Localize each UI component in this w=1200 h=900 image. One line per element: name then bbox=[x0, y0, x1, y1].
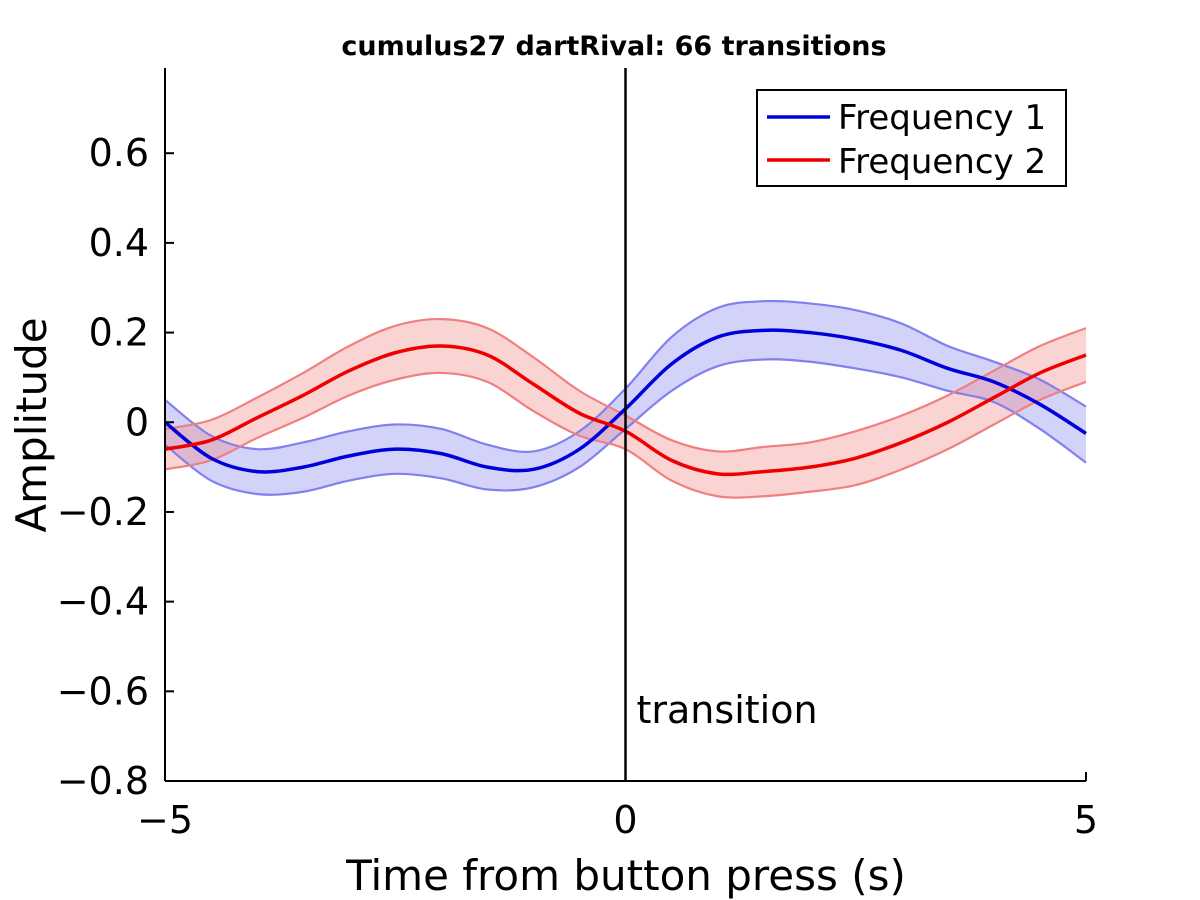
y-axis-label: Amplitude bbox=[7, 317, 56, 532]
y-tick-label: −0.2 bbox=[57, 490, 149, 534]
chart-title: cumulus27 dartRival: 66 transitions bbox=[341, 31, 886, 62]
x-axis-label: Time from button press (s) bbox=[345, 851, 906, 900]
legend: Frequency 1 Frequency 2 bbox=[756, 89, 1067, 187]
x-tick-label: 0 bbox=[613, 798, 637, 842]
legend-label-frequency-1: Frequency 1 bbox=[838, 98, 1046, 138]
legend-box bbox=[756, 89, 1067, 187]
y-tick-label: −0.4 bbox=[57, 580, 149, 624]
y-tick-label: −0.8 bbox=[57, 759, 149, 803]
x-ticks: −5 0 5 bbox=[137, 772, 1098, 842]
band-frequency-2 bbox=[165, 319, 1086, 498]
x-tick-label: 5 bbox=[1074, 798, 1098, 842]
y-tick-label: 0.2 bbox=[89, 311, 149, 355]
x-tick-label: −5 bbox=[137, 798, 193, 842]
y-tick-label: −0.6 bbox=[57, 669, 149, 713]
y-tick-label: 0.6 bbox=[89, 131, 149, 175]
y-tick-label: 0.4 bbox=[89, 221, 149, 265]
y-tick-label: 0 bbox=[125, 400, 149, 444]
legend-label-frequency-2: Frequency 2 bbox=[838, 142, 1046, 182]
transition-annotation: transition bbox=[637, 688, 818, 732]
y-ticks: −0.8 −0.6 −0.4 −0.2 0 0.2 0.4 0.6 bbox=[57, 131, 174, 803]
